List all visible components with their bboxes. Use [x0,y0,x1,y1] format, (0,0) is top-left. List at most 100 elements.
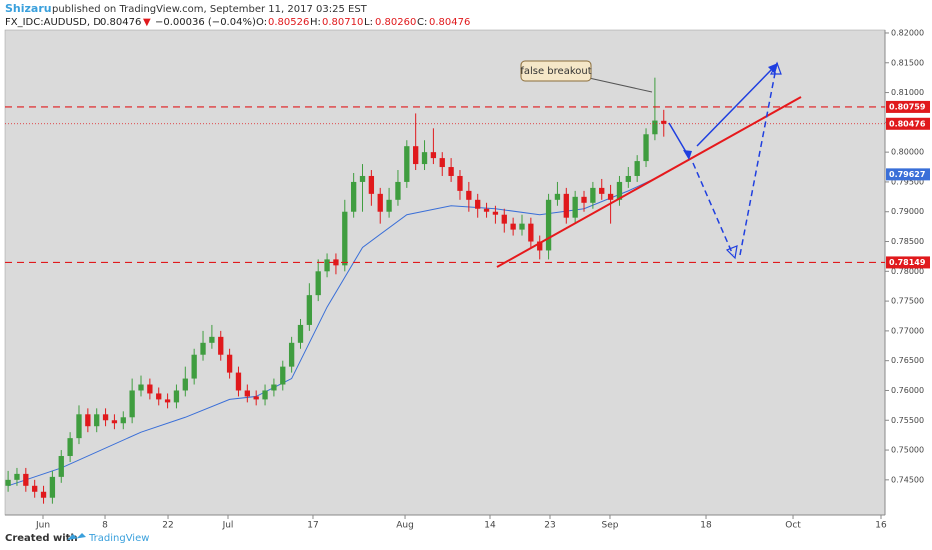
candle-body [120,417,126,424]
y-tick-label: 0.78500 [891,237,924,246]
x-tick-label: 17 [307,521,318,531]
candle-body [191,354,197,379]
y-tick-label: 0.77000 [891,326,924,335]
candle-body [563,193,569,218]
candle-body [280,366,286,385]
candle-body [492,211,499,215]
arrow-head [683,150,692,160]
c: 0.80476 [429,17,470,28]
candle-body [404,146,410,182]
candle-body [510,223,516,230]
y-tick-label: 0.81500 [891,58,924,67]
arrow-head [725,245,738,260]
x-tick-label: Oct [785,521,801,531]
candle-body [599,187,605,194]
candle-body [359,175,366,182]
candle-body [226,354,233,373]
candle-body [262,390,268,400]
l-label: L: [364,17,373,28]
created-with: Created with [5,533,78,544]
y-tick-label: 0.82000 [891,28,924,37]
arrow-head [769,61,782,75]
y-tick-label: 0.79500 [891,177,924,186]
candle-body [572,196,578,218]
y-tick-label: 0.74500 [891,475,924,484]
candle-body [421,152,428,165]
candle-body [368,175,375,194]
price-label-box [886,117,930,130]
candle-body [581,196,587,203]
drawings: false breakout [496,60,802,268]
candle-body [377,193,383,212]
arrow: ▼ [143,17,151,28]
callout-pointer [588,77,653,93]
last: 0.80476 [100,17,141,28]
candle-body [483,208,490,212]
candle-body [457,175,463,191]
candle-body [76,414,82,439]
x-tick-label: 8 [102,521,108,531]
candle-body [147,384,153,394]
candle-body [448,167,454,176]
marks: 0.820000.815000.810000.805000.800000.795… [5,28,930,531]
candle-body [156,393,162,400]
candle-body [350,181,357,212]
candle-body [342,211,348,266]
candle-body [58,456,64,477]
price-label-box [886,100,930,113]
candle-body [386,199,392,212]
price-label-box [886,256,930,269]
candle-body [430,152,437,159]
candle-body [85,414,91,427]
candle-body [616,181,623,200]
plot-area [4,29,886,516]
candle-body [652,120,658,135]
x-tick-label: 23 [544,521,555,531]
candle-body [94,414,100,427]
x-tick-label: Jul [222,521,234,531]
candle-body [5,479,11,486]
candle-body [413,146,419,165]
y-tick-label: 0.76500 [891,356,924,365]
candle-body [235,372,242,391]
price-label: 0.80759 [889,102,926,111]
candle-body [164,399,171,403]
candle-body [537,241,543,251]
candle-body [306,295,313,325]
candle-body [545,199,552,251]
candle-body [14,473,20,480]
o-label: O: [256,17,267,28]
trend-line [496,96,802,268]
candle-body [297,324,304,343]
symbol-line: FX_IDC:AUDUSD, D 0.80476 ▼ −0.00036 (−0.… [5,17,470,28]
candle-body [439,158,445,168]
x-tick-label: 16 [875,521,887,531]
candle-body [244,390,250,397]
candle-body [643,134,649,162]
candle-body [528,223,534,242]
candle-body [40,491,47,498]
candle-body [519,223,525,230]
candle-body [625,175,631,182]
candle-body [32,485,38,492]
y-tick-label: 0.76000 [891,386,924,395]
published: published on TradingView.com, September … [52,4,368,15]
y-tick-label: 0.77500 [891,297,924,306]
candle-body [661,120,667,124]
candle-body [173,390,180,403]
candle-body [23,473,29,486]
arrow-path [696,67,774,147]
x-tick-label: Aug [396,521,414,531]
y-tick-label: 0.75500 [891,416,924,425]
candle-body [607,193,614,200]
callout-box [520,60,592,82]
price-label-box [886,168,930,181]
brand: TradingView [88,533,149,544]
moving-average [7,173,664,487]
y-tick-label: 0.81000 [891,88,924,97]
x-tick-label: 14 [484,521,496,531]
candle-body [102,414,109,421]
l: 0.80260 [375,17,416,28]
h: 0.80710 [322,17,363,28]
